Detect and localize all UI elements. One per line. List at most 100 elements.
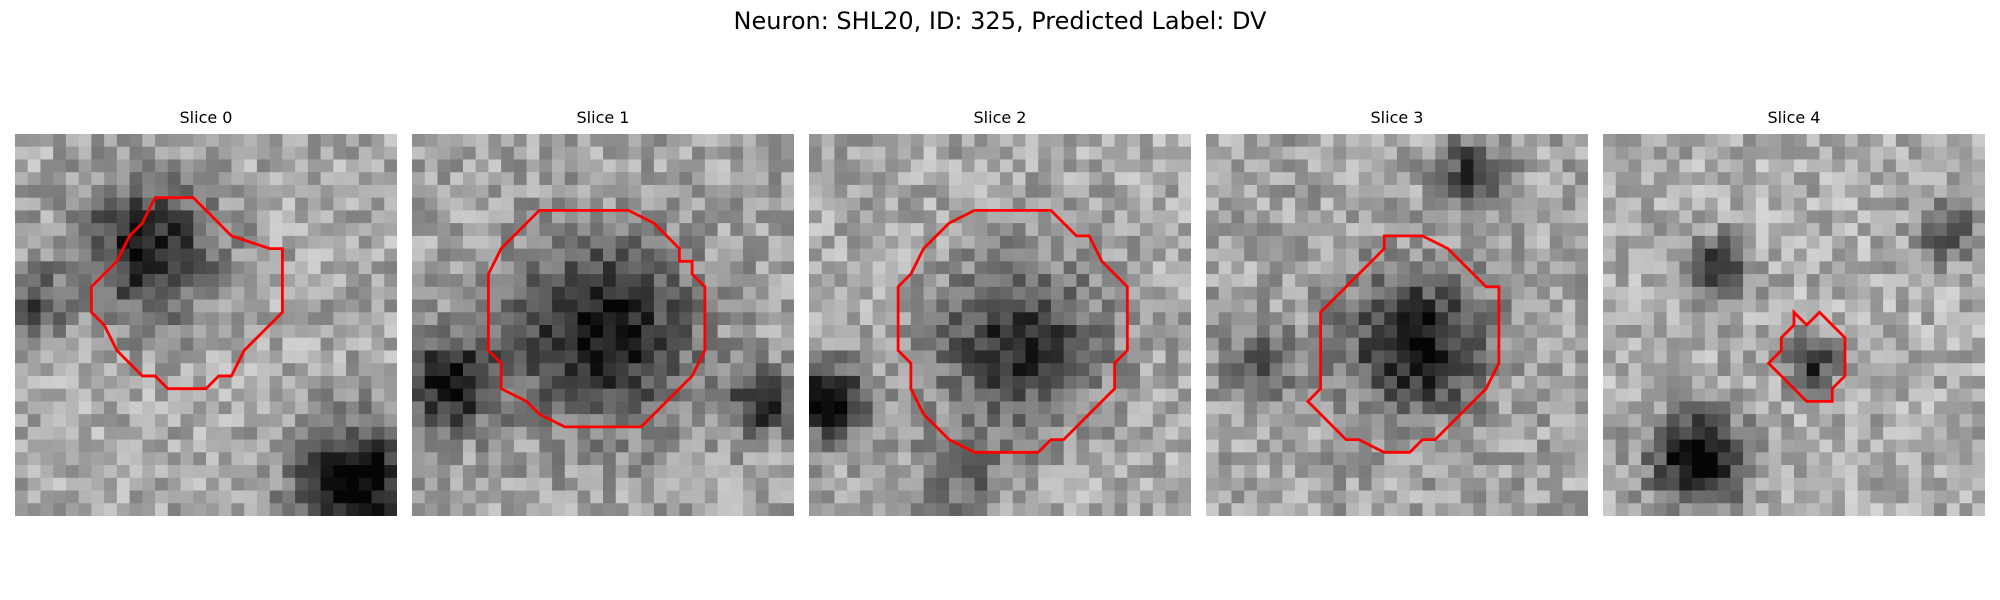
pixel: [1422, 350, 1436, 364]
pixel: [987, 184, 1001, 199]
pixel: [717, 401, 731, 415]
pixel: [501, 134, 515, 148]
pixel: [1333, 274, 1347, 288]
pixel: [244, 439, 258, 453]
pixel: [488, 197, 502, 211]
pixel: [577, 134, 591, 148]
pixel: [1857, 159, 1871, 173]
pixel: [859, 490, 874, 504]
pixel: [1959, 490, 1973, 504]
pixel: [53, 172, 67, 186]
pixel: [1089, 325, 1103, 339]
pixel: [859, 274, 874, 288]
pixel: [552, 146, 566, 160]
pixel: [1307, 375, 1321, 390]
pixel: [1320, 452, 1334, 466]
pixel: [1562, 401, 1576, 415]
pixel: [1063, 350, 1077, 364]
pixel: [704, 325, 718, 339]
pixel: [462, 261, 477, 275]
pixel: [1486, 388, 1500, 402]
pixel: [1768, 223, 1782, 237]
pixel: [384, 197, 397, 211]
pixel: [910, 325, 924, 339]
pixel: [1883, 235, 1897, 249]
pixel: [1307, 414, 1321, 428]
pixel: [295, 159, 309, 173]
pixel: [1218, 235, 1232, 249]
pixel: [1537, 172, 1551, 186]
pixel: [1050, 172, 1065, 186]
pixel: [1076, 210, 1090, 224]
pixel: [256, 159, 271, 173]
pixel: [923, 210, 937, 224]
pixel: [320, 197, 334, 211]
pixel: [1346, 363, 1360, 377]
pixel: [717, 503, 731, 516]
pixel: [679, 452, 693, 466]
pixel: [15, 426, 29, 440]
pixel: [1959, 465, 1973, 479]
pixel: [1641, 503, 1655, 516]
pixel: [424, 401, 438, 415]
pixel: [1781, 286, 1795, 300]
pixel: [27, 325, 41, 339]
pixel: [949, 235, 963, 249]
pixel: [809, 375, 823, 390]
pixel: [475, 477, 489, 491]
pixel: [1101, 490, 1115, 504]
pixel: [1384, 274, 1398, 288]
pixel: [1000, 465, 1014, 479]
pixel: [1679, 210, 1693, 224]
pixel: [755, 375, 769, 390]
pixel: [27, 490, 41, 504]
pixel: [755, 235, 769, 249]
pixel: [1628, 439, 1642, 453]
pixel: [1371, 375, 1385, 390]
pixel: [1101, 223, 1115, 237]
pixel: [1666, 439, 1680, 453]
pixel: [961, 401, 975, 415]
pixel: [1511, 299, 1525, 313]
pixel: [1883, 184, 1897, 199]
pixel: [666, 223, 680, 237]
pixel: [974, 274, 988, 288]
pixel: [1755, 426, 1769, 440]
pixel: [1883, 261, 1897, 275]
pixel: [1218, 286, 1232, 300]
pixel: [1679, 197, 1693, 211]
pixel: [821, 197, 835, 211]
pixel: [717, 134, 731, 148]
pixel: [1641, 248, 1655, 262]
pixel: [1743, 159, 1757, 173]
pixel: [180, 223, 194, 237]
pixel: [65, 235, 80, 249]
pixel: [1231, 299, 1245, 313]
pixel: [65, 172, 80, 186]
pixel: [809, 350, 823, 364]
pixel: [653, 172, 668, 186]
pixel: [1692, 325, 1706, 339]
pixel: [116, 414, 130, 428]
pixel: [333, 465, 347, 479]
pixel: [1178, 248, 1191, 262]
pixel: [768, 337, 782, 351]
pixel: [1524, 503, 1538, 516]
pixel: [1857, 134, 1871, 148]
pixel: [704, 375, 718, 390]
pixel: [1269, 490, 1283, 504]
pixel: [730, 146, 744, 160]
pixel: [155, 274, 169, 288]
pixel: [987, 146, 1001, 160]
pixel: [974, 503, 988, 516]
pixel: [1549, 274, 1563, 288]
pixel: [1127, 134, 1141, 148]
pixel: [1295, 350, 1309, 364]
pixel: [949, 452, 963, 466]
pixel: [1921, 490, 1935, 504]
pixel: [78, 350, 92, 364]
pixel: [155, 134, 169, 148]
pixel: [1511, 134, 1525, 148]
pixel: [475, 388, 489, 402]
pixel: [1295, 159, 1309, 173]
